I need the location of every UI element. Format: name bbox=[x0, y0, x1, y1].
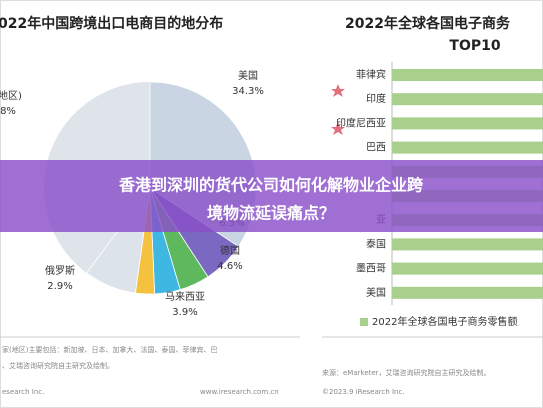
footnote: ©2023.9 iResearch Inc. bbox=[322, 388, 405, 396]
category-label: 菲律宾 bbox=[356, 68, 386, 81]
slice-label: 马来西亚 bbox=[165, 291, 205, 303]
bar bbox=[392, 262, 543, 275]
bar bbox=[392, 238, 543, 251]
bar bbox=[392, 286, 543, 299]
banner-background bbox=[0, 160, 543, 232]
category-label: 美国 bbox=[366, 286, 386, 299]
slice-value-label: 34.3% bbox=[232, 86, 264, 97]
right-title: 2022年全球各国电子商务 bbox=[345, 15, 511, 32]
slice-label: 俄罗斯 bbox=[45, 264, 75, 277]
category-label: 泰国 bbox=[366, 237, 386, 250]
legend-swatch bbox=[360, 318, 368, 326]
banner-line: 香港到深圳的货代公司如何化解物业企业跨 bbox=[118, 176, 424, 195]
banner-line: 境物流延误痛点？ bbox=[207, 204, 335, 223]
category-label: 墨西哥 bbox=[356, 263, 386, 275]
bar bbox=[392, 117, 543, 130]
slice-value-label: 4.6% bbox=[217, 261, 242, 272]
bar bbox=[392, 141, 543, 154]
slice-label: (地区) bbox=[0, 89, 22, 102]
category-label: 巴西 bbox=[366, 142, 386, 154]
bar bbox=[392, 93, 543, 106]
legend-label: 2022年全球各国电子商务零售额 bbox=[372, 315, 517, 328]
right-subtitle: TOP10 bbox=[449, 38, 500, 54]
bar bbox=[392, 69, 543, 81]
category-label: 印度 bbox=[366, 92, 386, 105]
slice-value-label: 2.9% bbox=[47, 281, 72, 292]
footnote: 家(地区)主要包括：新加坡、日本、加拿大、法国、泰国、菲律宾、巴 bbox=[2, 345, 217, 354]
footnote: 来源：eMarketer，艾瑞咨询研究院自主研究及绘制。 bbox=[322, 368, 491, 377]
star bbox=[331, 122, 345, 135]
footnote: www.iresearch.com.cn bbox=[200, 388, 279, 396]
star bbox=[331, 84, 345, 97]
footnote: esearch Inc. bbox=[2, 388, 44, 396]
slice-label: 德国 bbox=[220, 244, 240, 257]
footnote: 、艾瑞咨询研究院自主研究及绘制。 bbox=[2, 361, 114, 370]
slice-value-label: 3.9% bbox=[172, 307, 197, 318]
category-label: 印度尼西亚 bbox=[336, 116, 386, 129]
slice-value-label: 8% bbox=[0, 106, 16, 117]
slice-label: 美国 bbox=[238, 69, 258, 82]
left-title: 022年中国跨境出口电商目的地分布 bbox=[0, 15, 223, 32]
